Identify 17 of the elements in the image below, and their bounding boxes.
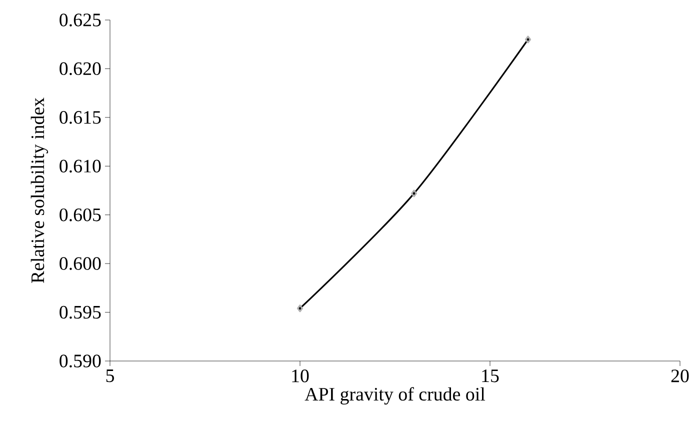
- x-axis-title: API gravity of crude oil: [304, 387, 486, 405]
- point: [296, 304, 304, 312]
- x-tick-label: 20: [671, 370, 689, 382]
- point: [410, 190, 418, 198]
- point: [524, 36, 532, 44]
- y-tick-label: 0.590: [60, 354, 101, 368]
- y-tick-label: 0.615: [60, 111, 101, 124]
- y-tick-label: 0.610: [60, 160, 101, 173]
- x-tick-label: 5: [106, 370, 114, 382]
- y-tick-label: 0.595: [60, 306, 101, 319]
- y-tick-label: 0.605: [60, 208, 101, 222]
- x-tick-label: 15: [482, 370, 499, 382]
- y-tick-label: 0.620: [60, 62, 101, 76]
- y-tick-label: 0.600: [60, 257, 101, 270]
- x-tick-label: 10: [292, 370, 309, 382]
- y-tick-label: 0.625: [60, 14, 101, 26]
- y-axis-title: Relative solubility index: [30, 98, 48, 284]
